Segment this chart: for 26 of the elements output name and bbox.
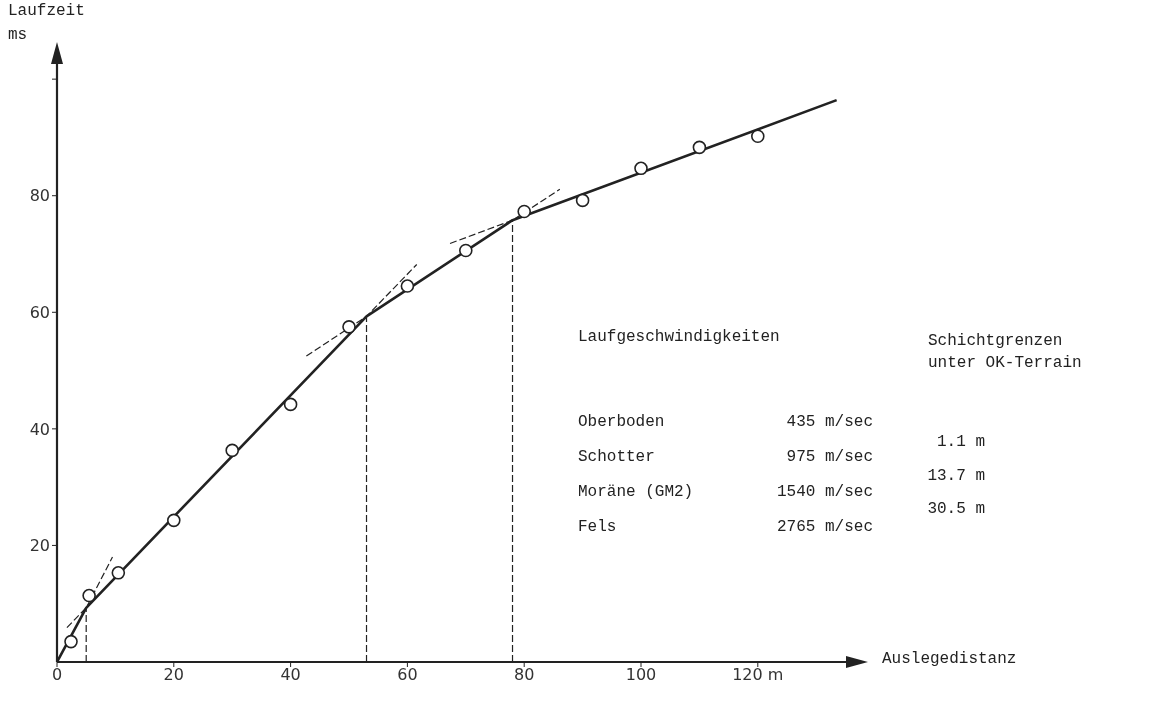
y-tick-label: 80: [29, 186, 50, 206]
annotation: Oberboden: [578, 412, 665, 433]
annotation: Moräne (GM2): [578, 482, 694, 503]
annotation: Laufgeschwindigkeiten: [578, 327, 780, 348]
x-tick-label: 20: [163, 665, 184, 685]
y-tick-label: 60: [29, 302, 50, 322]
text: 30.5 m: [927, 499, 985, 520]
annotation: 2765 m/sec: [776, 517, 873, 538]
x-tick-label: 80: [514, 665, 535, 685]
x-tick-label: 120 m: [732, 665, 784, 685]
x-axis-title: Auslegedistanz: [882, 650, 1017, 668]
annotation: Fels: [578, 517, 617, 538]
text: 13.7 m: [927, 466, 985, 487]
annotation: 435 m/sec: [786, 412, 873, 433]
text: Schichtgrenzen unter OK-Terrain: [928, 331, 1083, 374]
x-tick-label: 100: [625, 665, 657, 685]
annotation: 1540 m/sec: [776, 482, 873, 503]
annotation: Schotter: [578, 447, 655, 468]
y-tick-label: 40: [29, 419, 50, 439]
y-tick-label: 20: [29, 536, 50, 556]
y-axis-title: Laufzeit ms: [8, 2, 85, 44]
x-tick-label: 0: [51, 665, 63, 685]
x-tick-label: 40: [280, 665, 301, 685]
text: 1.1 m: [936, 432, 985, 453]
x-tick-label: 60: [397, 665, 418, 685]
annotation: 975 m/sec: [786, 447, 873, 468]
